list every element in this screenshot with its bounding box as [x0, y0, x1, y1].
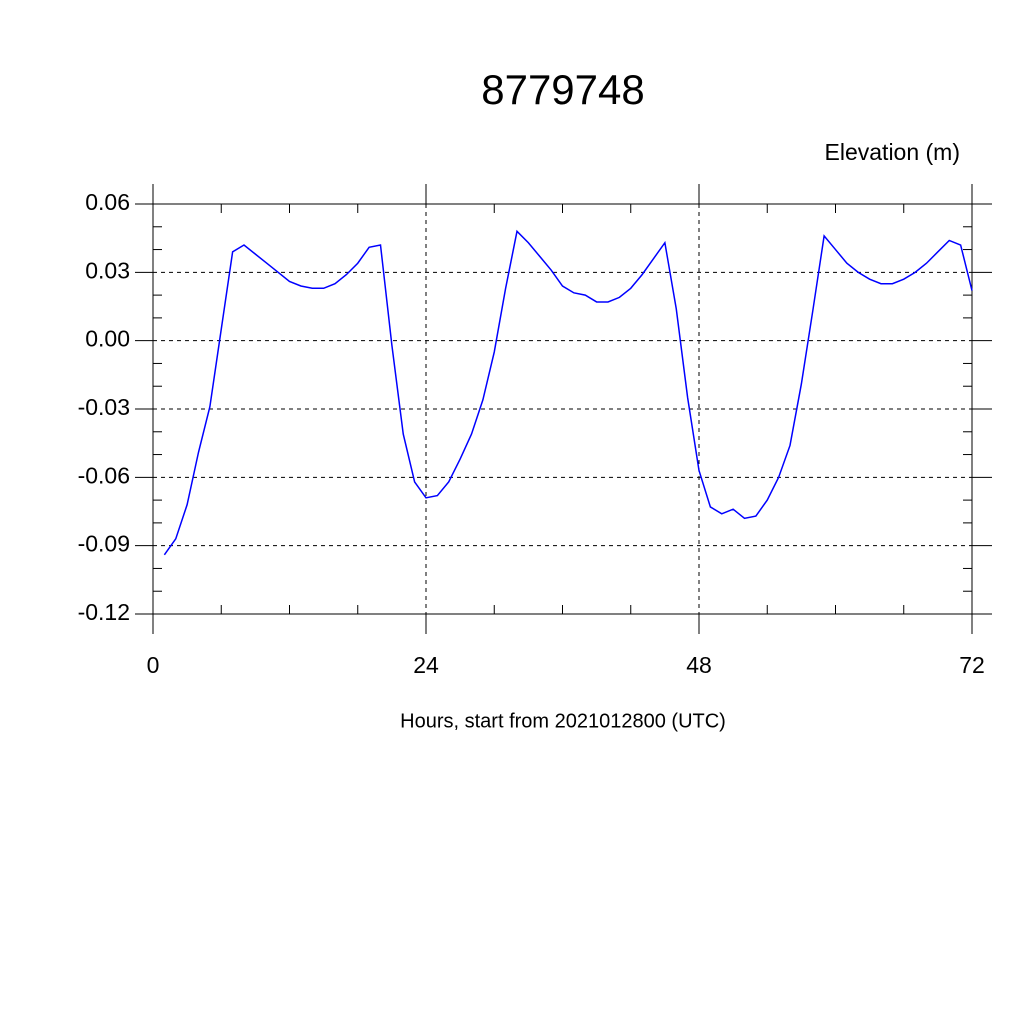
y-tick-label: -0.03: [78, 394, 130, 420]
plot-frame: [152, 203, 973, 615]
y-tick-label: -0.09: [78, 531, 130, 557]
x-tick-label: 0: [147, 652, 160, 678]
x-tick-label: 72: [959, 652, 985, 678]
x-axis-label: Hours, start from 2021012800 (UTC): [400, 710, 726, 732]
y-tick-label: 0.06: [85, 189, 130, 215]
x-tick-label: 48: [686, 652, 712, 678]
y-tick-label: 0.03: [85, 257, 130, 283]
x-tick-label: 24: [413, 652, 439, 678]
y-tick-label: 0.00: [85, 326, 130, 352]
y-tick-label: -0.12: [78, 599, 130, 625]
data-line: [163, 229, 973, 556]
y-tick-label: -0.06: [78, 462, 130, 488]
chart-title: 8779748: [481, 66, 645, 113]
subtitle: Elevation (m): [825, 139, 960, 165]
